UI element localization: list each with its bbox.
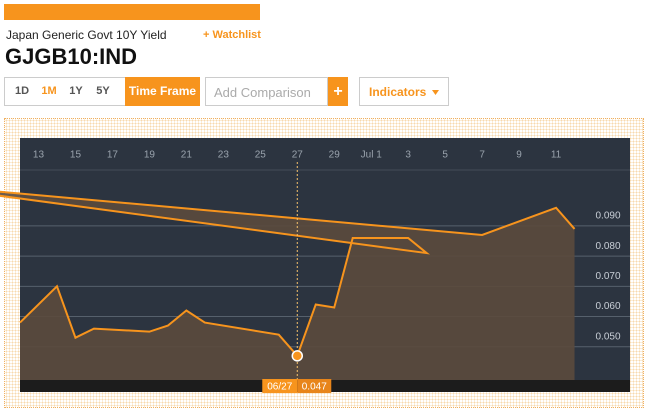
dropdown-arrow bbox=[432, 90, 440, 95]
security-name: Japan Generic Govt 10Y Yield bbox=[6, 28, 167, 42]
y-tick-label: 0.050 bbox=[595, 331, 620, 342]
x-tick-label: 3 bbox=[405, 150, 411, 161]
x-tick-label: 29 bbox=[329, 150, 341, 161]
tooltip-value-bg bbox=[297, 379, 332, 393]
x-tick-label: 21 bbox=[181, 150, 193, 161]
x-tick-label: 27 bbox=[292, 150, 304, 161]
y-tick-label: 0.090 bbox=[595, 211, 620, 222]
x-tick-label: 17 bbox=[107, 150, 119, 161]
x-tick-label: 11 bbox=[551, 150, 562, 161]
y-tick-label: 0.060 bbox=[595, 301, 620, 312]
time-frame-button[interactable]: Time Frame bbox=[125, 77, 200, 106]
timeframe-option[interactable]: 5Y bbox=[96, 85, 110, 97]
x-tick-label: 9 bbox=[516, 150, 522, 161]
x-tick-label: 23 bbox=[218, 150, 230, 161]
indicators-label: Indicators bbox=[369, 85, 427, 99]
watchlist-link[interactable]: + Watchlist bbox=[203, 29, 261, 41]
indicators-button[interactable]: Indicators bbox=[359, 77, 449, 106]
ticker: GJGB10:IND bbox=[5, 44, 138, 69]
y-tick-label: 0.070 bbox=[595, 271, 620, 282]
area bbox=[0, 191, 575, 380]
timeframe-option[interactable]: 1D bbox=[14, 85, 30, 97]
x-tick-label: 15 bbox=[70, 150, 82, 161]
tooltip-value: 0.047 bbox=[302, 382, 327, 393]
add-comparison-input[interactable]: Add Comparison bbox=[205, 77, 328, 106]
brand-bar bbox=[4, 4, 260, 20]
y-tick-label: 0.080 bbox=[595, 241, 620, 252]
tooltip-date-bg bbox=[262, 379, 298, 393]
tooltip-date: 06/27 bbox=[267, 382, 292, 393]
timeframe-option[interactable]: 1M bbox=[41, 85, 57, 97]
x-tick-label: 5 bbox=[442, 150, 448, 161]
x-tick-label: 7 bbox=[479, 150, 485, 161]
hover-point bbox=[291, 350, 304, 362]
x-tick-label: 19 bbox=[144, 150, 156, 161]
x-tick-label: 25 bbox=[255, 150, 267, 161]
x-tick-label: 13 bbox=[33, 150, 45, 161]
timeframe-option[interactable]: 1Y bbox=[69, 85, 83, 97]
x-tick-label: Jul 1 bbox=[361, 150, 383, 161]
add-button[interactable]: + bbox=[328, 77, 348, 106]
